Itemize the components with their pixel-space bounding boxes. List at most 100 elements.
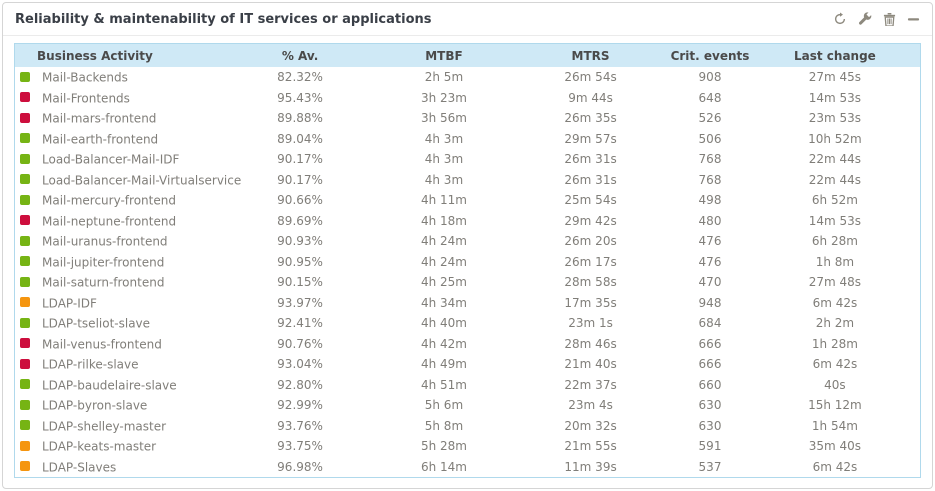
crit-events-value: 476 (698, 234, 722, 249)
collapse-icon[interactable] (907, 12, 920, 26)
mtrs-value: 26m 31s (564, 152, 617, 167)
mtrs-value: 21m 55s (564, 439, 617, 454)
mtrs-value: 23m 1s (568, 316, 613, 331)
status-square-icon (20, 399, 30, 410)
business-activity-cell: Mail-earth-frontend (15, 129, 223, 150)
crit-events-value: 660 (698, 377, 722, 392)
mtrs-value: 11m 39s (564, 459, 617, 474)
business-activity-label: Mail-Backends (42, 70, 128, 85)
last-change-value: 22m 44s (808, 172, 862, 187)
mtbf-value: 5h 6m (424, 398, 464, 413)
table-row[interactable]: LDAP-keats-master 93.75% 5h 28m 21m 55s … (15, 436, 920, 457)
table-row[interactable]: LDAP-rilke-slave 93.04% 4h 49m 21m 40s 6… (15, 354, 920, 375)
status-square-icon (20, 276, 30, 287)
business-activity-label: Mail-Frontends (42, 91, 130, 105)
last-change-value: 1h 28m (811, 336, 858, 351)
table-row[interactable]: Mail-saturn-frontend 90.15% 4h 25m 28m 5… (15, 272, 920, 293)
wrench-icon[interactable] (858, 12, 872, 26)
crit-events-value: 526 (698, 111, 722, 126)
last-change-value: 6m 42s (812, 357, 858, 372)
status-square-icon (20, 440, 30, 451)
business-activity-label: LDAP-IDF (42, 296, 97, 310)
availability-value: 93.04% (277, 357, 323, 372)
status-square-icon (20, 235, 30, 246)
business-activity-cell: Mail-saturn-frontend (15, 272, 223, 293)
status-square-icon (20, 194, 30, 205)
panel-header: Reliability & maintenability of IT servi… (3, 3, 932, 36)
availability-value: 89.04% (277, 131, 323, 146)
status-square-icon (20, 256, 30, 266)
table-row[interactable]: LDAP-tseliot-slave 92.41% 4h 40m 23m 1s … (15, 313, 920, 334)
mtbf-value: 4h 51m (420, 377, 467, 392)
business-activity-cell: LDAP-tseliot-slave (15, 313, 223, 334)
business-activity-label: Mail-venus-frontend (42, 337, 162, 351)
business-activity-cell: LDAP-keats-master (15, 436, 223, 457)
table-row[interactable]: Load-Balancer-Mail-IDF 90.17% 4h 3m 26m … (15, 149, 920, 170)
table-body: Mail-Backends 82.32% 2h 5m 26m 54s 908 2… (15, 67, 920, 477)
business-activity-label: Mail-jupiter-frontend (42, 255, 165, 269)
business-activity-cell: LDAP-shelley-master (15, 416, 223, 437)
last-change-value: 14m 53s (808, 213, 862, 228)
column-header-mtrs[interactable]: MTRS (510, 44, 671, 67)
mtrs-value: 22m 37s (564, 377, 617, 392)
table-row[interactable]: Mail-neptune-frontend 89.69% 4h 18m 29m … (15, 211, 920, 232)
availability-value: 96.98% (277, 459, 323, 474)
table-row[interactable]: LDAP-byron-slave 92.99% 5h 6m 23m 4s 630… (15, 395, 920, 416)
business-activity-cell: Mail-Backends (15, 67, 223, 88)
table-row[interactable]: Load-Balancer-Mail-Virtualservice 90.17%… (15, 170, 920, 191)
status-square-icon (20, 174, 30, 184)
business-activity-label: LDAP-rilke-slave (42, 357, 139, 372)
business-activity-cell: Mail-venus-frontend (15, 334, 223, 355)
availability-value: 92.41% (277, 316, 323, 331)
refresh-icon[interactable] (833, 12, 847, 26)
trash-icon[interactable] (883, 12, 896, 26)
column-header-business-activity[interactable]: Business Activity (15, 44, 224, 67)
mtrs-value: 29m 42s (564, 213, 617, 228)
column-header-last-change[interactable]: Last change (749, 44, 920, 67)
table-row[interactable]: Mail-Frontends 95.43% 3h 23m 9m 44s 648 … (15, 88, 920, 109)
crit-events-value: 498 (698, 193, 722, 208)
last-change-value: 27m 48s (808, 275, 862, 290)
table-row[interactable]: Mail-mars-frontend 89.88% 3h 56m 26m 35s… (15, 108, 920, 129)
mtrs-value: 26m 35s (564, 111, 617, 126)
crit-events-value: 648 (698, 90, 722, 105)
mtbf-value: 4h 49m (420, 357, 467, 372)
last-change-value: 6h 52m (811, 193, 858, 208)
business-activity-cell: Mail-jupiter-frontend (15, 252, 223, 273)
last-change-value: 40s (824, 377, 846, 392)
crit-events-value: 480 (698, 213, 722, 228)
crit-events-value: 666 (698, 357, 722, 372)
business-activity-cell: Mail-uranus-frontend (15, 231, 223, 252)
table-row[interactable]: Mail-venus-frontend 90.76% 4h 42m 28m 46… (15, 334, 920, 355)
status-square-icon (20, 297, 30, 307)
crit-events-value: 537 (698, 459, 722, 474)
column-header-crit-events[interactable]: Crit. events (670, 44, 750, 67)
table-row[interactable]: Mail-Backends 82.32% 2h 5m 26m 54s 908 2… (15, 67, 920, 88)
last-change-value: 22m 44s (808, 152, 862, 167)
table-row[interactable]: LDAP-shelley-master 93.76% 5h 8m 20m 32s… (15, 416, 920, 437)
business-activity-cell: LDAP-baudelaire-slave (15, 375, 223, 396)
table-row[interactable]: LDAP-baudelaire-slave 92.80% 4h 51m 22m … (15, 375, 920, 396)
crit-events-value: 630 (698, 418, 722, 433)
mtrs-value: 21m 40s (564, 357, 617, 372)
table-row[interactable]: Mail-uranus-frontend 90.93% 4h 24m 26m 2… (15, 231, 920, 252)
column-header-mtbf[interactable]: MTBF (376, 44, 511, 67)
table-row[interactable]: Mail-jupiter-frontend 90.95% 4h 24m 26m … (15, 252, 920, 273)
crit-events-value: 684 (698, 316, 722, 331)
mtrs-value: 25m 54s (564, 193, 617, 208)
business-activity-cell: Mail-mercury-frontend (15, 190, 223, 211)
status-square-icon (20, 112, 30, 123)
column-header-availability[interactable]: % Av. (223, 44, 377, 67)
table-row[interactable]: LDAP-IDF 93.97% 4h 34m 17m 35s 948 6m 42… (15, 293, 920, 314)
table-row[interactable]: Mail-mercury-frontend 90.66% 4h 11m 25m … (15, 190, 920, 211)
availability-value: 93.75% (277, 439, 323, 454)
mtbf-value: 2h 5m (424, 70, 464, 85)
table-row[interactable]: Mail-earth-frontend 89.04% 4h 3m 29m 57s… (15, 129, 920, 150)
availability-value: 90.93% (277, 234, 323, 249)
last-change-value: 2h 2m (815, 316, 855, 331)
table-row[interactable]: LDAP-Slaves 96.98% 6h 14m 11m 39s 537 6m… (15, 457, 920, 478)
business-activity-cell: Load-Balancer-Mail-Virtualservice (15, 170, 241, 191)
business-activity-label: LDAP-tseliot-slave (42, 316, 151, 331)
mtbf-value: 3h 23m (420, 90, 467, 105)
